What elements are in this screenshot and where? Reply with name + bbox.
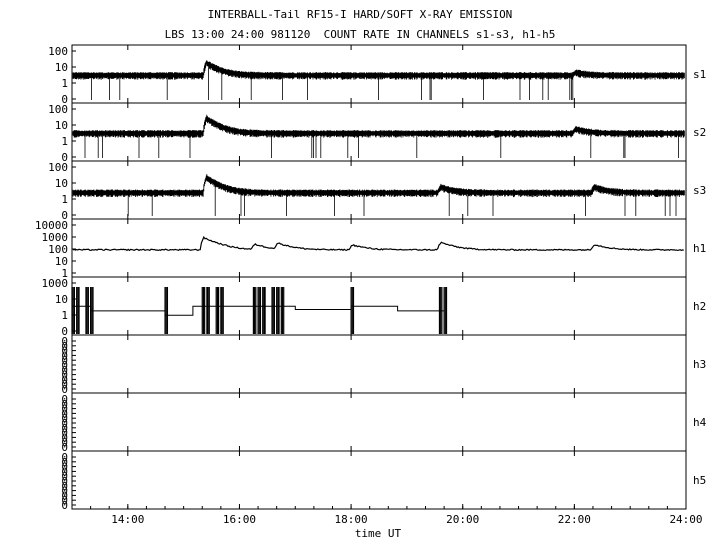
trace-s1 (72, 60, 685, 100)
y-tick-label-h3: 0 (61, 383, 68, 396)
y-tick-label-h3: 0 (61, 345, 68, 358)
trace-s3 (72, 174, 685, 216)
y-tick-label-h5: 0 (61, 489, 68, 502)
y-tick-label-h4: 0 (61, 441, 68, 454)
y-tick-label-h4: 0 (61, 431, 68, 444)
y-tick-label-h4: 0 (61, 427, 68, 440)
y-tick-label-h1: 100 (48, 243, 68, 256)
chart-subtitle: LBS 13:00 24:00 981120 COUNT RATE IN CHA… (164, 28, 556, 41)
y-tick-label-h4: 0 (61, 407, 68, 420)
y-tick-label-h2: 1000 (42, 277, 69, 290)
y-tick-label-h5: 0 (61, 475, 68, 488)
y-tick-label-s1: 0 (61, 93, 68, 106)
y-tick-label-h4: 0 (61, 393, 68, 406)
y-tick-label-h3: 0 (61, 373, 68, 386)
y-tick-label-h5: 0 (61, 485, 68, 498)
y-tick-label-s1: 1 (61, 77, 68, 90)
y-tick-label-h5: 0 (61, 456, 68, 469)
panel-label-s1: s1 (693, 68, 706, 81)
y-tick-label-s3: 1 (61, 193, 68, 206)
x-tick-label: 24:00 (669, 513, 702, 526)
chart-title: INTERBALL-Tail RF15-I HARD/SOFT X-RAY EM… (207, 8, 513, 21)
y-tick-label-h5: 0 (61, 470, 68, 483)
x-tick-label: 22:00 (558, 513, 591, 526)
y-tick-label-h5: 0 (61, 494, 68, 507)
y-tick-label-h3: 0 (61, 378, 68, 391)
trace-h1 (72, 235, 684, 252)
panel-label-s2: s2 (693, 126, 706, 139)
y-tick-label-s1: 100 (48, 45, 68, 58)
y-tick-label-h5: 0 (61, 480, 68, 493)
y-tick-label-s2: 0 (61, 151, 68, 164)
y-tick-label-h2: 10 (55, 293, 68, 306)
y-tick-label-s3: 0 (61, 209, 68, 222)
y-tick-label-h5: 0 (61, 499, 68, 512)
panel-frame-h3 (71, 334, 687, 394)
y-tick-label-h3: 0 (61, 359, 68, 372)
panel-frame-h4 (71, 392, 687, 452)
x-tick-label: 18:00 (335, 513, 368, 526)
y-tick-label-h2: 0 (61, 325, 68, 338)
y-tick-label-s3: 10 (55, 177, 68, 190)
panel-frame-h5 (71, 450, 687, 510)
y-tick-label-h3: 0 (61, 340, 68, 353)
panel-label-h1: h1 (693, 242, 706, 255)
panel-label-s3: s3 (693, 184, 706, 197)
panel-label-h4: h4 (693, 416, 707, 429)
y-tick-label-h1: 1000 (42, 231, 69, 244)
y-tick-label-h3: 0 (61, 354, 68, 367)
y-tick-label-h4: 0 (61, 436, 68, 449)
y-tick-label-h4: 0 (61, 403, 68, 416)
y-tick-label-h1: 10000 (35, 219, 68, 232)
x-tick-label: 16:00 (223, 513, 256, 526)
x-axis-label: time UT (355, 527, 402, 540)
y-tick-label-h3: 0 (61, 335, 68, 348)
y-tick-label-h4: 0 (61, 398, 68, 411)
y-tick-label-s2: 1 (61, 135, 68, 148)
y-tick-label-h3: 0 (61, 349, 68, 362)
y-tick-label-s2: 100 (48, 103, 68, 116)
y-tick-label-h3: 0 (61, 369, 68, 382)
panel-label-h5: h5 (693, 474, 706, 487)
y-tick-label-h4: 0 (61, 412, 68, 425)
panel-label-h3: h3 (693, 358, 706, 371)
y-tick-label-h4: 0 (61, 417, 68, 430)
y-tick-label-s3: 100 (48, 161, 68, 174)
y-tick-label-h2: 1 (61, 309, 68, 322)
panel-frame-h1 (71, 218, 687, 278)
y-tick-label-h5: 0 (61, 465, 68, 478)
panel-label-h2: h2 (693, 300, 706, 313)
x-tick-label: 14:00 (111, 513, 144, 526)
y-tick-label-h1: 1 (61, 267, 68, 280)
y-tick-label-h5: 0 (61, 461, 68, 474)
trace-s2 (72, 114, 685, 158)
y-tick-label-s1: 10 (55, 61, 68, 74)
y-tick-label-h1: 10 (55, 255, 68, 268)
y-tick-label-h5: 0 (61, 451, 68, 464)
y-tick-label-s2: 10 (55, 119, 68, 132)
x-tick-label: 20:00 (446, 513, 479, 526)
y-tick-label-h3: 0 (61, 364, 68, 377)
y-tick-label-h4: 0 (61, 422, 68, 435)
